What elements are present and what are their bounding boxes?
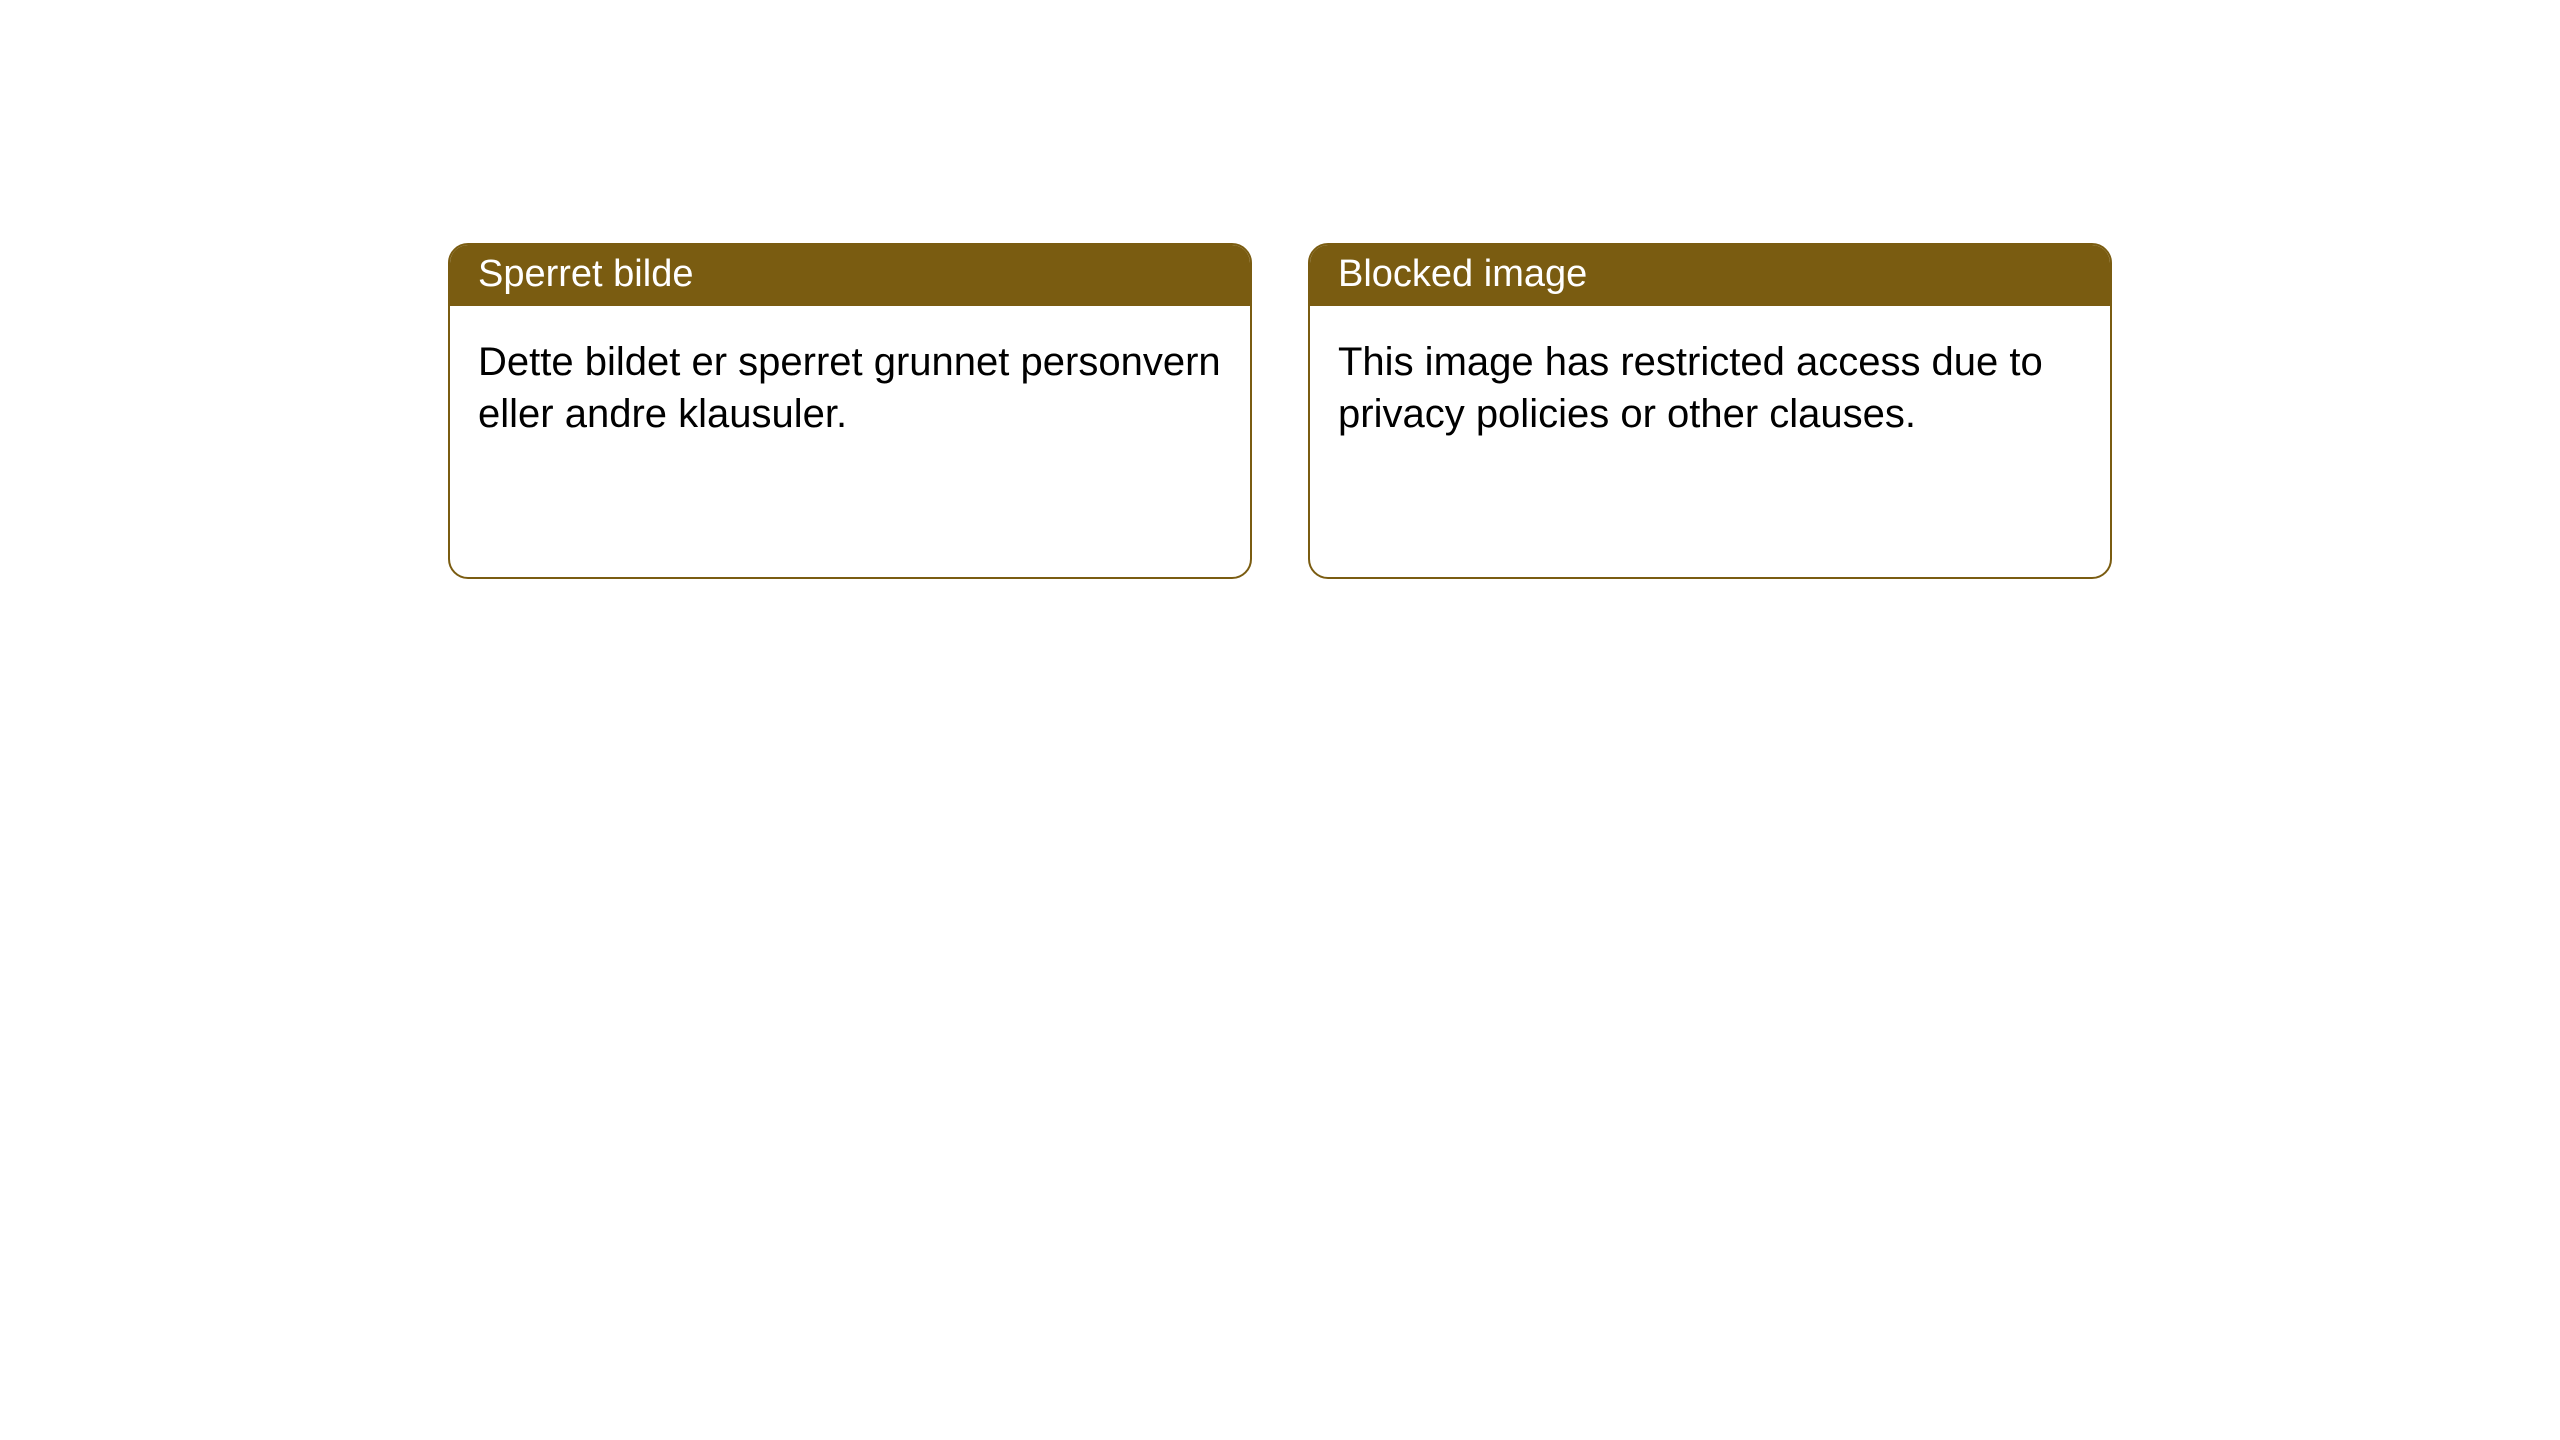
card-header: Blocked image [1310, 245, 2110, 306]
card-header: Sperret bilde [450, 245, 1250, 306]
card-header-text: Blocked image [1338, 253, 1587, 295]
card-header-text: Sperret bilde [478, 253, 693, 295]
card-body: Dette bildet er sperret grunnet personve… [450, 306, 1250, 470]
notice-container: Sperret bilde Dette bildet er sperret gr… [0, 0, 2560, 579]
card-body: This image has restricted access due to … [1310, 306, 2110, 470]
notice-card-norwegian: Sperret bilde Dette bildet er sperret gr… [448, 243, 1252, 579]
card-body-text: Dette bildet er sperret grunnet personve… [478, 340, 1221, 436]
notice-card-english: Blocked image This image has restricted … [1308, 243, 2112, 579]
card-body-text: This image has restricted access due to … [1338, 340, 2043, 436]
